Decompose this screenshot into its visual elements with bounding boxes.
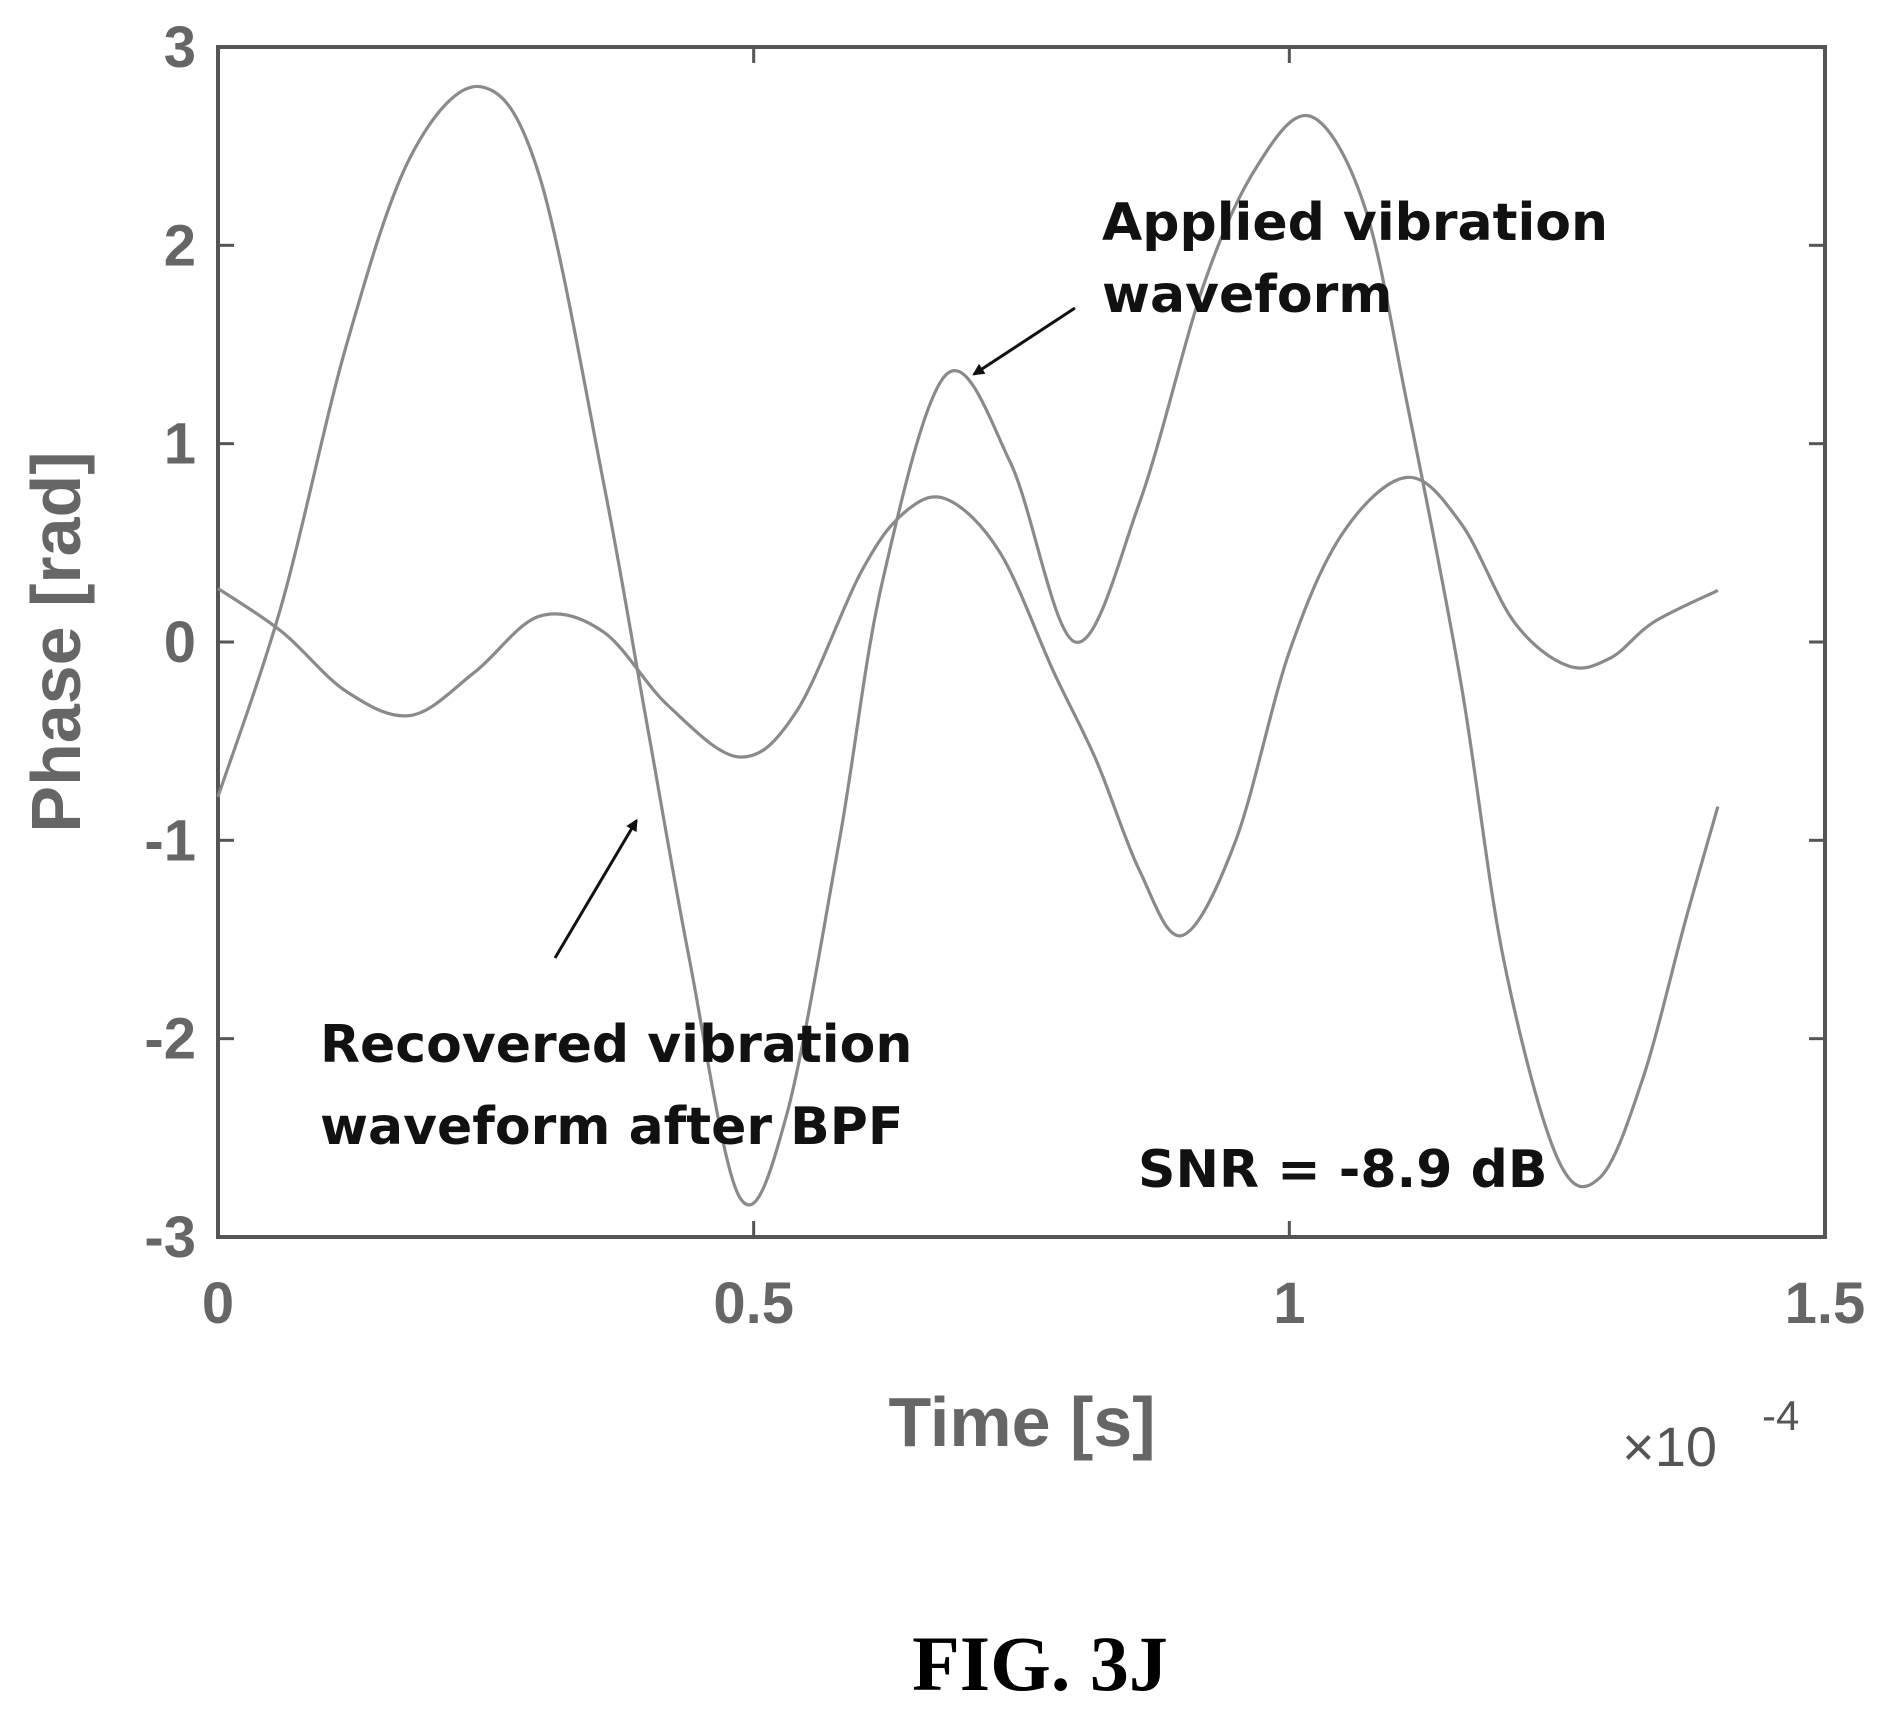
series-line-1: [216, 85, 1720, 1207]
snr-label: SNR = -8.9 dB: [1138, 1140, 1547, 1200]
series-line-2: [217, 475, 1719, 938]
annotation-1-line-2: waveform: [1102, 265, 1392, 325]
y-tick-label: 0: [164, 610, 196, 675]
y-axis-ticks: 3 2 1 0 -1 -2 -3: [144, 15, 1825, 1270]
figure-caption: FIG. 3J: [912, 1620, 1168, 1707]
y-tick-label: -3: [144, 1205, 196, 1270]
y-axis-label: Phase [rad]: [17, 451, 95, 832]
x-multiplier-exponent: -4: [1762, 1392, 1799, 1439]
y-tick-label: -1: [144, 808, 196, 873]
annotation-1-arrow: [972, 306, 1076, 376]
y-tick-label: 2: [164, 213, 196, 278]
y-tick-label: 1: [164, 412, 196, 477]
annotation-layer: Applied vibration waveform Recovered vibra…: [320, 193, 1608, 1157]
series-layer: [216, 85, 1720, 1207]
annotation-2-arrow: [553, 818, 638, 959]
x-axis-multiplier: ×10 -4: [1622, 1392, 1799, 1478]
x-axis-ticks: 0 0.5 1 1.5: [202, 47, 1865, 1336]
annotation-2-line-2: waveform after BPF: [320, 1097, 903, 1157]
x-axis-label: Time [s]: [888, 1383, 1155, 1461]
y-tick-label: -2: [144, 1007, 196, 1072]
x-tick-label: 0: [202, 1271, 234, 1336]
x-tick-label: 1: [1273, 1271, 1305, 1336]
annotation-1-line-1: Applied vibration: [1102, 193, 1608, 253]
x-multiplier-base: ×10: [1622, 1415, 1717, 1478]
y-tick-label: 3: [164, 15, 196, 80]
annotation-2-line-1: Recovered vibration: [320, 1015, 912, 1075]
x-tick-label: 1.5: [1785, 1271, 1866, 1336]
x-tick-label: 0.5: [713, 1271, 794, 1336]
